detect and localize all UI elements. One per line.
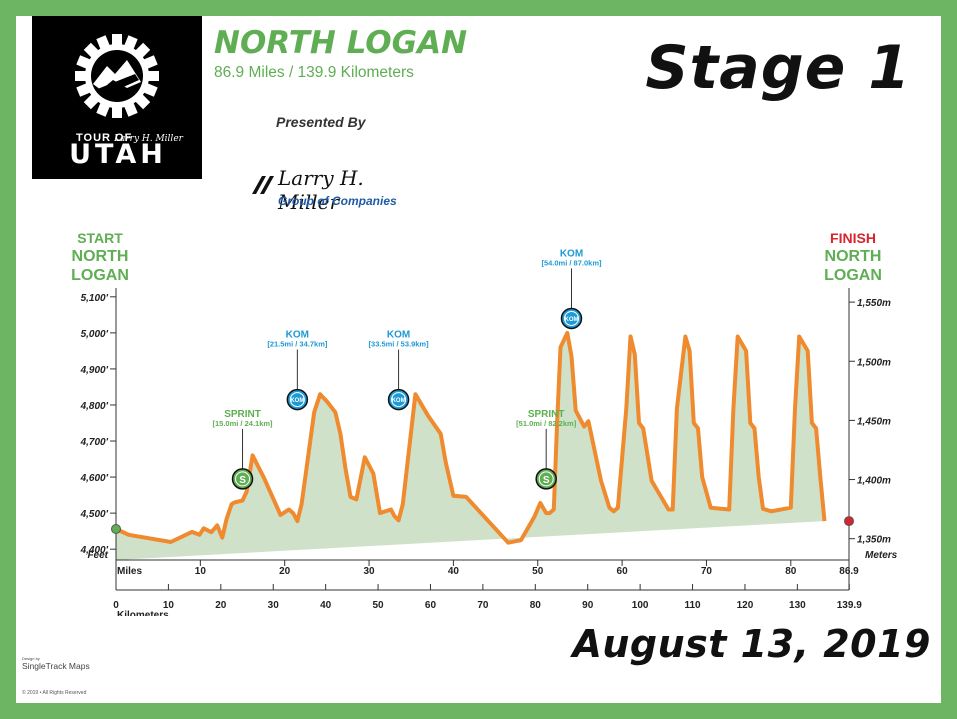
- marker-title: KOM: [560, 248, 583, 259]
- finish-label: FINISH: [830, 230, 876, 246]
- sponsor-subtitle: Group of Companies: [278, 194, 397, 208]
- marker-title: SPRINT: [224, 409, 261, 420]
- finish-town-line1: NORTH: [825, 248, 882, 265]
- marker-detail: [51.0mi / 82.2km]: [516, 419, 577, 428]
- feet-tick-label: 4,900': [80, 365, 109, 376]
- miles-tick-label: 10: [195, 566, 207, 577]
- sprint-marker: S SPRINT[15.0mi / 24.1km]: [213, 409, 274, 490]
- miles-tick-label: 50: [532, 566, 544, 577]
- sponsor-chevron-icon: [252, 176, 274, 194]
- badge-ring: [563, 310, 579, 326]
- feet-tick-label: 4,500': [80, 509, 109, 520]
- feet-tick-label: 4,600': [80, 473, 109, 484]
- copyright-notice: © 2019 • All Rights Reserved: [22, 690, 87, 696]
- feet-tick-label: 4,800': [80, 401, 109, 412]
- feet-tick-label: 4,700': [80, 437, 109, 448]
- km-tick-label: 90: [582, 600, 594, 611]
- km-tick-label: 110: [684, 600, 701, 611]
- badge-ring: [235, 471, 251, 487]
- logo-signature: Larry H. Miller: [114, 134, 183, 144]
- km-tick-label: 20: [215, 600, 227, 611]
- feet-tick-label: 4,400': [80, 545, 109, 556]
- stage-profile-poster: Larry H. Miller TOUR OF UTAH NORTH LOGAN…: [16, 16, 941, 703]
- sprint-marker: S SPRINT[51.0mi / 82.2km]: [516, 409, 577, 490]
- badge-ring: [538, 471, 554, 487]
- start-town-line1: NORTH: [72, 248, 129, 265]
- gear-mountain-icon: [75, 34, 159, 118]
- marker-title: KOM: [286, 330, 309, 341]
- tour-of-utah-logo: Larry H. Miller TOUR OF UTAH: [32, 16, 202, 179]
- start-label: START: [77, 230, 123, 246]
- km-tick-label: 40: [320, 600, 332, 611]
- marker-badge-label: KOM: [290, 398, 304, 404]
- meters-tick-label: 1,450m: [857, 416, 891, 427]
- meters-tick-label: 1,400m: [857, 476, 891, 487]
- map-credit: Design by SingleTrack Maps: [22, 656, 90, 671]
- marker-badge-label: S: [239, 475, 246, 486]
- miles-axis-label: Miles: [117, 566, 142, 577]
- km-axis-label: Kilometers: [117, 610, 169, 616]
- miles-tick-label: 70: [701, 566, 713, 577]
- meters-tick-label: 1,550m: [857, 298, 891, 309]
- marker-detail: [15.0mi / 24.1km]: [213, 419, 274, 428]
- start-point-icon: [111, 523, 121, 534]
- feet-tick-label: 5,100': [81, 293, 109, 304]
- stage-number: Stage 1: [645, 33, 911, 103]
- miles-tick-label: 60: [617, 566, 629, 577]
- km-tick-label: 10: [163, 600, 175, 611]
- km-tick-label: 130: [789, 600, 806, 611]
- race-date: August 13, 2019: [572, 622, 931, 666]
- marker-badge-label: KOM: [564, 317, 578, 323]
- presented-by-label: Presented By: [276, 114, 366, 130]
- marker-title: SPRINT: [528, 409, 565, 420]
- marker-detail: [54.0mi / 87.0km]: [541, 258, 602, 267]
- km-tick-label: 139.9: [837, 600, 862, 611]
- miles-tick-label: 80: [785, 566, 797, 577]
- sponsor-logo: Larry H. Miller Group of Companies: [248, 162, 418, 214]
- miles-tick-label: 86.9: [839, 566, 859, 577]
- feet-tick-label: 5,000': [81, 329, 109, 340]
- race-distance: 86.9 Miles / 139.9 Kilometers: [214, 64, 414, 81]
- logo-tour-text: TOUR OF: [76, 132, 133, 144]
- km-tick-label: 30: [268, 600, 280, 611]
- profile-area: [116, 332, 825, 560]
- miles-tick-label: 40: [448, 566, 460, 577]
- km-tick-label: 80: [530, 600, 542, 611]
- start-town-line2: LOGAN: [71, 267, 129, 284]
- km-tick-label: 70: [477, 600, 489, 611]
- miles-tick-label: 30: [363, 566, 375, 577]
- km-tick-label: 50: [373, 600, 385, 611]
- marker-detail: [33.5mi / 53.9km]: [369, 340, 430, 349]
- km-tick-label: 120: [737, 600, 754, 611]
- badge-ring: [391, 392, 407, 408]
- marker-title: KOM: [387, 330, 410, 341]
- km-tick-label: 60: [425, 600, 437, 611]
- credit-brand: SingleTrack Maps: [22, 661, 90, 671]
- finish-town-line2: LOGAN: [824, 267, 882, 284]
- logo-utah-text: UTAH: [69, 139, 167, 170]
- meters-axis-label: Meters: [865, 550, 898, 561]
- profile-line: [115, 330, 827, 545]
- finish-point-icon: [844, 516, 854, 527]
- meters-tick-label: 1,350m: [857, 535, 891, 546]
- km-tick-label: 100: [632, 600, 649, 611]
- credit-small: Design by: [22, 656, 40, 661]
- sponsor-signature: Larry H. Miller: [278, 166, 364, 214]
- elevation-profile-chart: 10 20 30 40 50 60 70 80 86.9 Miles 0 10 20 30 40 50 60 70…: [71, 230, 898, 616]
- marker-detail: [21.5mi / 34.7km]: [267, 340, 328, 349]
- marker-badge-label: KOM: [392, 398, 406, 404]
- badge-ring: [289, 392, 305, 408]
- meters-tick-label: 1,500m: [857, 357, 891, 368]
- km-tick-label: 0: [113, 600, 119, 611]
- chart-axes: 10 20 30 40 50 60 70 80 86.9 Miles 0 10 20 30 40 50 60 70…: [80, 288, 898, 616]
- marker-badge-label: S: [543, 475, 550, 486]
- start-finish-labels: START NORTH LOGAN FINISH NORTH LOGAN: [71, 230, 882, 534]
- race-title: NORTH LOGAN: [214, 25, 468, 61]
- miles-tick-label: 20: [279, 566, 291, 577]
- feet-axis-label: Feet: [87, 550, 108, 561]
